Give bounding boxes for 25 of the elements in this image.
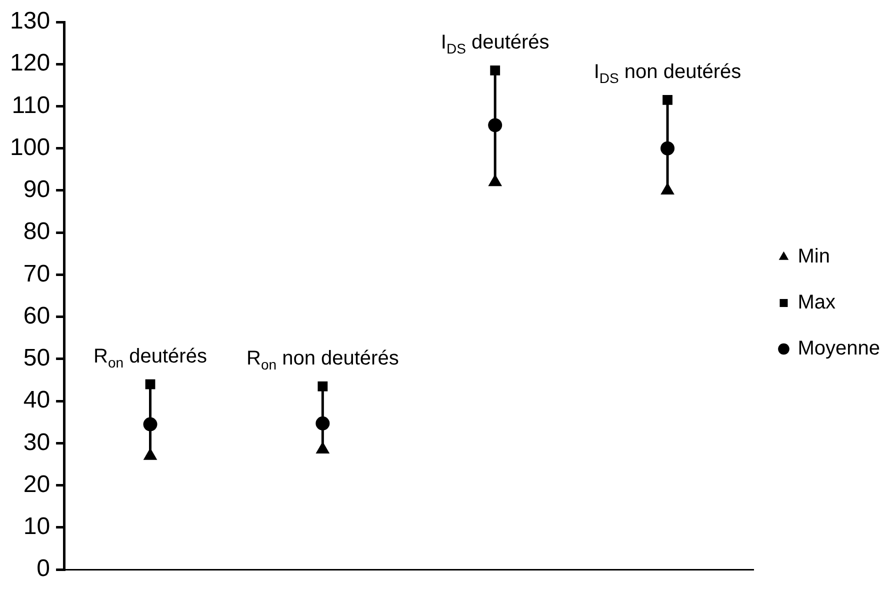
y-tick-label: 30 — [23, 428, 50, 456]
legend-label: Moyenne — [798, 338, 880, 360]
point — [145, 379, 156, 390]
y-tick-label: 80 — [23, 218, 50, 246]
y-tick-label: 70 — [23, 260, 50, 288]
point — [490, 65, 500, 76]
point — [143, 417, 158, 432]
y-tick-label: 90 — [23, 176, 50, 204]
y-tick-label: 0 — [36, 555, 50, 582]
y-tick-label: 10 — [23, 513, 50, 540]
y-tick-label: 110 — [12, 92, 50, 119]
y-tick-label: 130 — [10, 8, 50, 35]
y-tick-label: 50 — [23, 344, 50, 372]
legend-label: Max — [798, 292, 836, 314]
point — [662, 94, 672, 105]
y-tick-label: 20 — [23, 470, 50, 498]
y-tick-label: 40 — [23, 386, 50, 414]
point — [318, 381, 328, 392]
point — [488, 118, 502, 132]
point — [316, 416, 330, 430]
y-tick-label: 120 — [10, 50, 50, 77]
legend-label: Min — [798, 246, 830, 268]
y-tick-label: 100 — [10, 134, 50, 161]
y-tick-label: 60 — [23, 302, 50, 330]
point — [660, 141, 675, 156]
